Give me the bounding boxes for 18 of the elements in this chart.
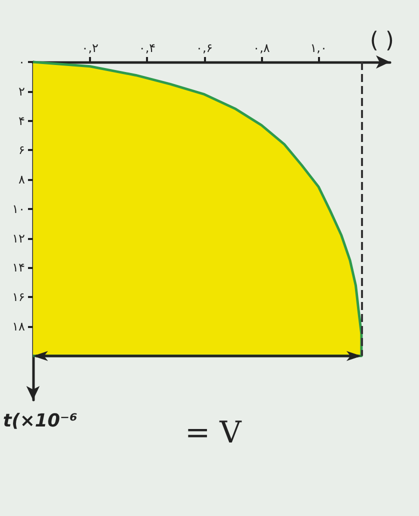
y-tick-label: ۶ — [18, 143, 25, 158]
x-tick-label: ۰,۸ — [253, 41, 270, 55]
y-tick-label: ۱۸ — [12, 320, 26, 334]
text: = V — [185, 416, 243, 450]
y-tick-label: ۱۶ — [12, 290, 25, 304]
x-tick-label: ۱,۰ — [310, 41, 327, 55]
x-tick-label: ۰,۴ — [138, 41, 156, 55]
y-tick-label: ۰ — [18, 55, 25, 69]
x-tick-label: ۰,۶ — [196, 41, 213, 55]
y-tick-label: ۲ — [18, 84, 25, 98]
y-tick-label: ۱۰ — [12, 202, 25, 216]
x-axis-title: ( ) — [370, 28, 394, 54]
y-tick-label: ۴ — [18, 114, 25, 128]
y-tick-label: ۱۴ — [12, 260, 25, 275]
y-tick-label: ۱۲ — [12, 231, 25, 246]
x-tick-label: ۰,۲ — [82, 41, 98, 55]
y-tick-label: ۸ — [18, 172, 26, 187]
y-axis-title: t(×10⁻⁶ — [3, 410, 78, 432]
